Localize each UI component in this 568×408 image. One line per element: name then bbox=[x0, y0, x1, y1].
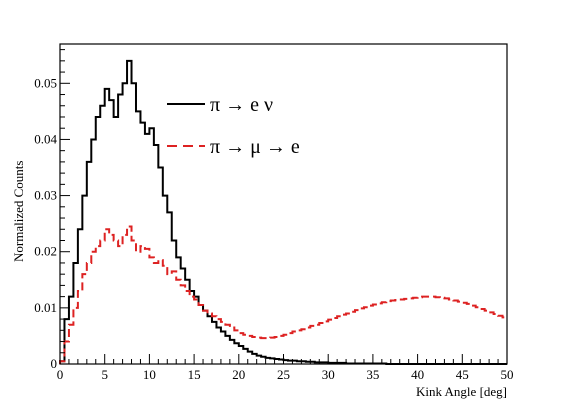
x-tick-label: 25 bbox=[277, 367, 290, 382]
x-tick-label: 45 bbox=[456, 367, 469, 382]
x-tick-label: 10 bbox=[143, 367, 156, 382]
x-axis-ticks: 0 5 10 15 20 25 30 35 40 45 50 bbox=[57, 354, 514, 382]
legend: π → e ν π → μ → e bbox=[167, 94, 300, 158]
y-tick-label: 0.03 bbox=[34, 188, 57, 203]
legend-label-2: π → μ → e bbox=[210, 136, 300, 158]
legend-label-1: π → e ν bbox=[210, 94, 273, 116]
x-tick-label: 0 bbox=[57, 367, 64, 382]
x-tick-label: 35 bbox=[366, 367, 379, 382]
y-tick-label: 0.05 bbox=[34, 75, 57, 90]
series-line-2 bbox=[59, 225, 507, 364]
x-tick-label: 30 bbox=[322, 367, 335, 382]
y-tick-label: 0 bbox=[51, 356, 58, 371]
x-tick-label: 50 bbox=[501, 367, 514, 382]
y-tick-label: 0.04 bbox=[34, 131, 57, 146]
y-tick-label: 0.01 bbox=[34, 300, 57, 315]
x-tick-label: 5 bbox=[101, 367, 108, 382]
y-axis-ticks: 0 0.01 0.02 0.03 0.04 0.05 bbox=[34, 49, 70, 371]
x-axis-title: Kink Angle [deg] bbox=[416, 384, 507, 399]
x-tick-label: 15 bbox=[188, 367, 201, 382]
x-tick-label: 40 bbox=[411, 367, 424, 382]
y-axis-title: Normalized Counts bbox=[11, 161, 26, 262]
x-tick-label: 20 bbox=[232, 367, 245, 382]
y-tick-label: 0.02 bbox=[34, 244, 57, 259]
